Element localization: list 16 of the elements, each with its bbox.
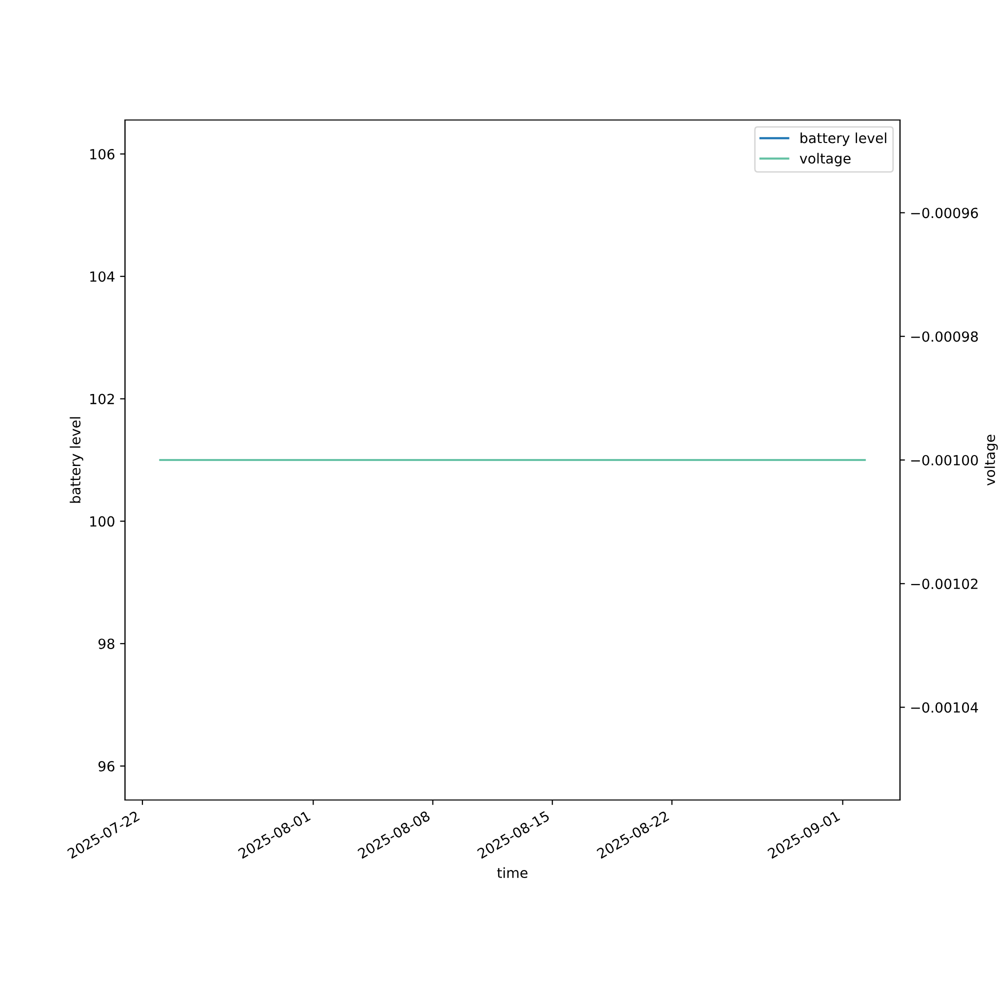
y-tick-label: 100: [90, 516, 114, 527]
y2-axis-title: voltage: [984, 434, 998, 486]
y-tick-label: 106: [90, 148, 114, 160]
y-axis-title: battery level: [70, 417, 84, 503]
y-tick-label: 98: [98, 638, 114, 650]
y-tick-label: 102: [90, 394, 114, 404]
y2-tick-label: −0.00100: [911, 454, 978, 466]
y-tick-label: 96: [98, 761, 114, 772]
legend-label: voltage: [800, 152, 851, 166]
y2-tick-label: −0.00098: [911, 331, 978, 342]
y-tick-label: 104: [90, 271, 114, 282]
x-axis-title: time: [497, 867, 528, 878]
y2-tick-label: −0.00096: [911, 208, 978, 218]
y2-tick-label: −0.00104: [911, 702, 978, 713]
y2-tick-label: −0.00102: [911, 578, 978, 590]
legend-label: battery level: [800, 132, 886, 146]
